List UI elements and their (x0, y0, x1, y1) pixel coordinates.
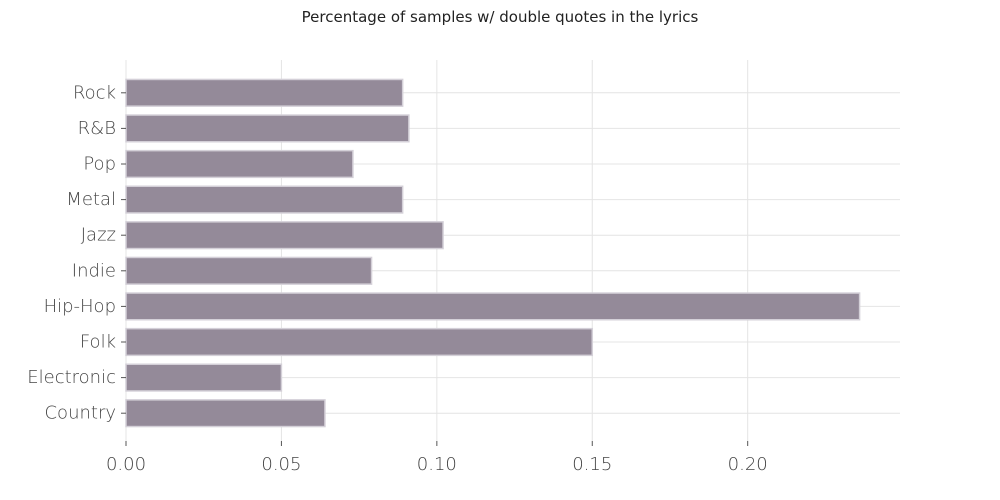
bar-pop (125, 149, 354, 179)
x-tick-label: 0.15 (572, 454, 612, 475)
category-label: Electronic (27, 367, 116, 388)
x-tick-label: 0.20 (728, 454, 768, 475)
bar-rock (125, 78, 404, 107)
category-label: Jazz (81, 225, 116, 246)
category-label: R&B (78, 118, 116, 139)
bar-folk (125, 327, 594, 357)
bar-indie (125, 256, 373, 285)
category-label: Rock (73, 82, 116, 103)
x-tick-label: 0.00 (106, 454, 146, 475)
bar-metal (125, 185, 404, 214)
x-tick-label: 0.10 (417, 454, 457, 475)
chart-title: Percentage of samples w/ double quotes i… (302, 8, 699, 26)
y-axis: Rock R&B Pop Metal Jazz Indie Hip-Hop Folk Elect… (27, 82, 126, 424)
category-label: Folk (80, 332, 116, 353)
x-axis: 0.00 0.05 0.10 0.15 0.20 (106, 441, 768, 475)
bar-hip-hop (125, 292, 861, 321)
bar-electronic (125, 363, 283, 392)
bars (125, 78, 861, 428)
category-label: Indie (72, 260, 116, 281)
category-label: Metal (66, 189, 116, 210)
bar-country (125, 399, 326, 428)
bar-jazz (125, 221, 444, 250)
x-tick-label: 0.05 (261, 454, 301, 475)
category-label: Hip-Hop (44, 296, 116, 317)
category-label: Country (44, 403, 116, 424)
bar-r-b (125, 114, 410, 143)
category-label: Pop (83, 154, 116, 175)
